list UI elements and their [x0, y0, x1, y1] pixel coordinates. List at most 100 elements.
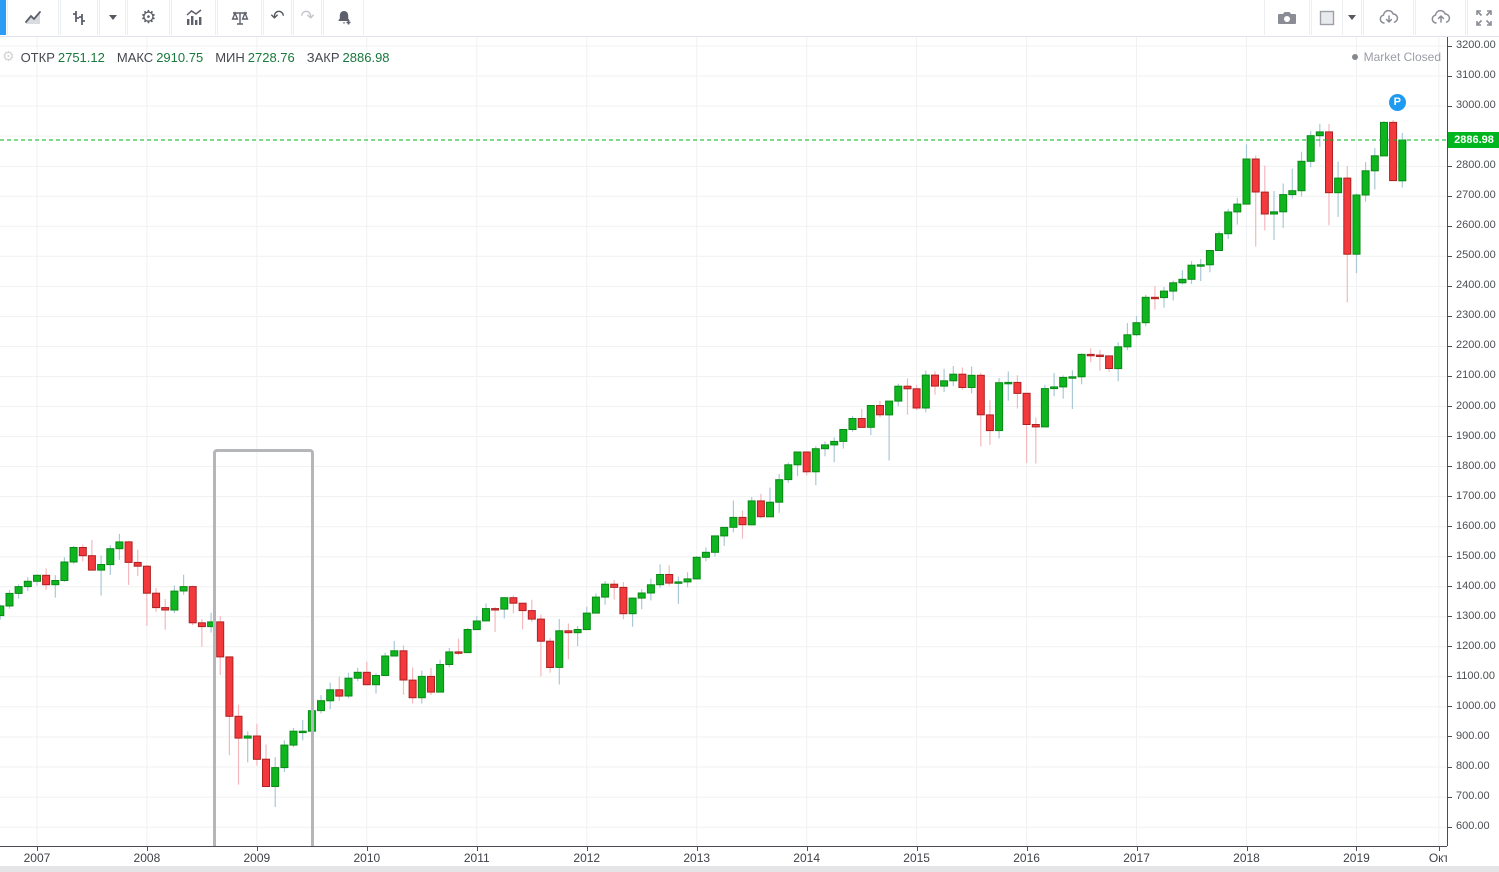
price-tick-label: 900.00: [1456, 729, 1490, 742]
alert-bell-icon: [334, 8, 354, 28]
cloud-save-button[interactable]: [1415, 0, 1466, 35]
price-tick: [1448, 165, 1452, 167]
symbol-button[interactable]: [0, 0, 6, 35]
legend-low: МИН 2728.76: [215, 50, 295, 65]
price-tick-label: 3200.00: [1456, 39, 1496, 51]
price-axis[interactable]: 2886.98 3200.00 3100.00 3000.00 2800.00 2700…: [1447, 36, 1499, 846]
time-tick-label: Окт: [1428, 851, 1450, 865]
current-price-label: 2886.98: [1448, 132, 1499, 149]
time-tick: [1438, 847, 1440, 851]
price-tick: [1448, 466, 1452, 468]
ohlc-bars-icon: [69, 8, 89, 28]
fullscreen-icon: [1475, 9, 1493, 27]
price-tick-label: 2300.00: [1456, 309, 1496, 322]
high-value: 2910.75: [156, 49, 204, 65]
price-tick: [1448, 436, 1452, 438]
cloud-load-button[interactable]: [1363, 0, 1414, 35]
layout-button[interactable]: [1311, 0, 1342, 35]
price-tick: [1448, 706, 1452, 708]
price-tick-label: 2700.00: [1456, 189, 1496, 202]
price-tick-label: 2000.00: [1456, 399, 1496, 412]
price-tick-label: 1700.00: [1456, 489, 1496, 502]
layout-square-icon: [1319, 10, 1335, 26]
time-tick-label: 2007: [23, 851, 51, 865]
market-status-text: Market Closed: [1363, 50, 1441, 64]
layout-dropdown[interactable]: [1342, 0, 1362, 35]
compare-button[interactable]: [217, 0, 262, 35]
time-tick-label: 2019: [1343, 851, 1370, 865]
status-dot-icon: [1351, 54, 1358, 60]
undo-icon: ↶: [270, 7, 285, 27]
time-tick-label: 2018: [1233, 851, 1260, 865]
fullscreen-button[interactable]: [1467, 0, 1499, 35]
low-value: 2728.76: [247, 49, 295, 65]
time-tick-label: 2010: [353, 851, 381, 865]
open-label: ОТКР: [20, 49, 55, 65]
alert-button[interactable]: [323, 0, 364, 35]
price-tick-label: 3000.00: [1456, 99, 1496, 112]
price-tick: [1448, 526, 1452, 528]
axis-corner: [1447, 846, 1499, 866]
price-tick: [1448, 826, 1452, 828]
time-tick-label: 2011: [463, 851, 490, 865]
price-tick-label: 1300.00: [1456, 609, 1496, 622]
price-tick: [1448, 195, 1452, 197]
undo-button[interactable]: ↶: [263, 0, 292, 35]
price-tick-label: 1400.00: [1456, 579, 1496, 592]
price-tick-label: 3100.00: [1456, 69, 1496, 82]
price-tick-label: 2600.00: [1456, 219, 1496, 232]
redo-button[interactable]: ↷: [293, 0, 322, 35]
ohlc-legend: ⚙ ОТКР 2751.12 МАКС 2910.75 МИН 2728.76 …: [2, 49, 402, 65]
price-tick: [1448, 75, 1452, 77]
price-tick: [1448, 586, 1452, 588]
time-tick: [476, 847, 478, 851]
bottom-strip: [0, 866, 1499, 872]
price-tick: [1448, 796, 1452, 798]
screenshot-button[interactable]: [1264, 0, 1310, 35]
time-tick-label: 2016: [1013, 851, 1040, 865]
price-tick-label: 2100.00: [1456, 369, 1496, 382]
scales-icon: [230, 8, 250, 28]
time-tick-label: 2009: [243, 851, 271, 865]
price-tick-label: 2400.00: [1456, 279, 1496, 292]
legend-settings-icon[interactable]: ⚙: [2, 49, 15, 65]
chevron-down-icon: [1348, 15, 1356, 20]
chart-style-button[interactable]: [60, 0, 98, 35]
market-status: Market Closed: [1351, 50, 1441, 64]
publish-marker[interactable]: P: [1388, 93, 1406, 111]
time-tick: [586, 847, 588, 851]
chart-line-button[interactable]: [7, 0, 59, 35]
top-toolbar: ⚙ ↶ ↷: [0, 0, 1499, 37]
settings-button[interactable]: ⚙: [127, 0, 170, 35]
low-label: МИН: [215, 49, 245, 65]
indicators-button[interactable]: [171, 0, 216, 35]
price-tick: [1448, 766, 1452, 768]
time-tick-label: 2012: [573, 851, 601, 865]
chart-style-dropdown[interactable]: [99, 0, 126, 35]
price-tick: [1448, 225, 1452, 227]
time-tick-label: 2017: [1123, 851, 1150, 865]
time-tick: [1136, 847, 1138, 851]
chevron-down-icon: [108, 15, 117, 20]
time-tick-label: 2008: [133, 851, 161, 865]
close-label: ЗАКР: [306, 49, 340, 65]
price-tick-label: 2200.00: [1456, 339, 1496, 352]
time-tick: [256, 847, 258, 851]
price-tick-label: 1800.00: [1456, 459, 1496, 472]
time-tick: [1356, 847, 1358, 851]
price-tick: [1448, 255, 1452, 257]
price-tick: [1448, 375, 1452, 377]
time-tick: [916, 847, 918, 851]
high-label: МАКС: [116, 49, 154, 65]
candlestick-chart[interactable]: [0, 36, 1447, 846]
time-tick: [366, 847, 368, 851]
selection-box[interactable]: [213, 449, 314, 865]
cloud-download-icon: [1377, 8, 1401, 28]
price-tick: [1448, 556, 1452, 558]
time-axis[interactable]: 2007 2008 2009 2010 2011 2012 2013 2014 2015 2016…: [0, 846, 1450, 866]
price-tick: [1448, 315, 1452, 317]
line-chart-icon: [23, 8, 43, 28]
price-tick: [1448, 646, 1452, 648]
time-tick: [36, 847, 38, 851]
